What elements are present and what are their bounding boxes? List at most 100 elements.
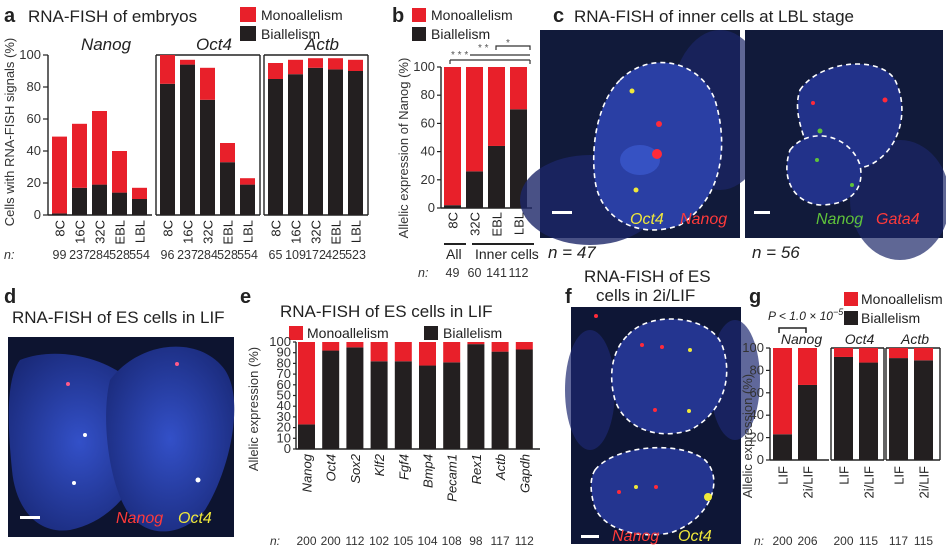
panel-g-pvalue: P < 1.0 × 10−5 xyxy=(768,307,844,323)
panel-g-ylabel: Allelic expression (%) xyxy=(740,374,755,498)
panel-c-letter: c xyxy=(553,5,564,27)
panel-c-n-right: n = 56 xyxy=(752,243,800,262)
bar-biallelism xyxy=(268,79,283,215)
y-tick-label: 50 xyxy=(277,388,291,403)
bar-monoallelism xyxy=(160,55,175,84)
panel-b-ylabel: Allelic expression of Nanog (%) xyxy=(396,58,411,239)
category-label: Klf2 xyxy=(372,453,387,476)
bar-biallelism xyxy=(773,434,792,460)
bar-monoallelism xyxy=(394,342,412,362)
bar-monoallelism xyxy=(346,342,364,348)
n-value: 105 xyxy=(393,534,413,548)
bar-monoallelism xyxy=(488,67,505,146)
y-tick-label: 40 xyxy=(27,143,41,158)
panel-b-significance: * * * * * * xyxy=(449,38,531,64)
panel-c-n-left: n = 47 xyxy=(548,243,596,262)
category-label: 32C xyxy=(201,220,216,244)
bar-monoallelism xyxy=(773,348,792,435)
n-value: 206 xyxy=(797,534,817,548)
category-label: 16C xyxy=(181,220,196,244)
y-tick-label: 60 xyxy=(277,377,291,392)
n-value: 96 xyxy=(161,248,175,262)
n-value: 115 xyxy=(859,534,878,548)
y-tick-label: 20 xyxy=(750,430,764,445)
n-value: 117 xyxy=(889,534,908,548)
scale-bar xyxy=(552,211,572,214)
gene-label: Nanog xyxy=(781,331,822,347)
legend-mono-label: Monoallelism xyxy=(307,325,389,341)
category-label: 2i/LIF xyxy=(917,466,932,499)
bar-monoallelism xyxy=(889,348,908,359)
y-tick-label: 40 xyxy=(750,407,764,422)
legend-bi-swatch xyxy=(412,27,426,41)
bar-biallelism xyxy=(346,347,364,449)
category-label: Pecam1 xyxy=(445,454,460,502)
category-label: EBL xyxy=(113,220,128,245)
bar-biallelism xyxy=(370,361,388,449)
bar-monoallelism xyxy=(467,342,485,345)
bar-biallelism xyxy=(72,187,87,215)
category-label: Sox2 xyxy=(348,453,363,483)
panel-g-chart: 0 20 40 60 80 100 Nanog LIF 200 2i/LIF 206 Oct4 LIF 2… xyxy=(742,331,941,548)
legend-mono-swatch xyxy=(289,326,303,340)
n-value: 60 xyxy=(468,266,482,280)
n-value: 141 xyxy=(486,266,507,280)
label-oct4: Oct4 xyxy=(178,510,212,527)
bar-biallelism xyxy=(288,74,303,215)
bar-monoallelism xyxy=(914,348,933,361)
bar-monoallelism xyxy=(112,151,127,193)
gene-label: Actb xyxy=(304,35,339,54)
panel-g-pvalue-bracket xyxy=(778,327,807,333)
bar-biallelism xyxy=(488,145,505,208)
category-label: Nanog xyxy=(300,453,315,492)
legend-bi-label: Biallelism xyxy=(443,325,502,341)
gene-label: Actb xyxy=(900,331,929,347)
bar-biallelism xyxy=(394,361,412,449)
bar-biallelism xyxy=(515,349,533,449)
panel-b-chart: 0 20 40 60 80 100 8C 49 32C 60 EBL 141 LBL 112 n: xyxy=(413,59,532,280)
category-label: LBL xyxy=(512,212,527,235)
bar-biallelism xyxy=(92,184,107,215)
bar-monoallelism xyxy=(834,348,853,357)
n-value: 200 xyxy=(296,534,316,548)
category-label: EBL xyxy=(490,212,505,237)
bar-monoallelism xyxy=(72,123,87,188)
label-oct4: Oct4 xyxy=(678,528,712,545)
bar-monoallelism xyxy=(240,178,255,185)
bar-monoallelism xyxy=(92,111,107,185)
category-label: LIF xyxy=(892,466,907,485)
sig-three-star: * * * xyxy=(451,50,468,61)
bar-biallelism xyxy=(444,205,461,208)
n-value: 528 xyxy=(217,248,238,262)
legend-bi-swatch xyxy=(240,26,256,41)
n-value: 237 xyxy=(177,248,198,262)
panel-e-ylabel: Allelic expression (%) xyxy=(246,347,261,471)
panel-b-group-all: All xyxy=(446,246,462,262)
y-tick-label: 70 xyxy=(277,366,291,381)
label-nanog: Nanog xyxy=(680,211,727,228)
bar-monoallelism xyxy=(132,187,147,199)
legend-mono-swatch xyxy=(844,292,858,306)
n-value: 523 xyxy=(345,248,366,262)
bar-biallelism xyxy=(328,69,343,216)
n-value: 172 xyxy=(305,248,326,262)
panel-a-chart: 020406080100Nanog8C9916C23732C284EBL528L… xyxy=(4,35,369,262)
panel-c-title: RNA-FISH of inner cells at LBL stage xyxy=(574,7,854,26)
n-value: 112 xyxy=(345,534,364,548)
y-tick-label: 90 xyxy=(277,345,291,360)
n-value: 109 xyxy=(285,248,306,262)
bar-monoallelism xyxy=(798,348,817,385)
n-value: 200 xyxy=(833,534,853,548)
label-oct4: Oct4 xyxy=(630,211,664,228)
sig-two-star: * * xyxy=(478,43,489,54)
n-value: 200 xyxy=(321,534,341,548)
panel-b-letter: b xyxy=(392,5,404,27)
y-tick-label: 0 xyxy=(284,441,291,456)
bar-monoallelism xyxy=(491,342,509,352)
bar-biallelism xyxy=(348,71,363,215)
n-value: 112 xyxy=(515,534,534,548)
legend-mono-label: Monoallelism xyxy=(431,7,513,23)
y-tick-label: 100 xyxy=(742,340,764,355)
y-tick-label: 0 xyxy=(34,207,41,222)
